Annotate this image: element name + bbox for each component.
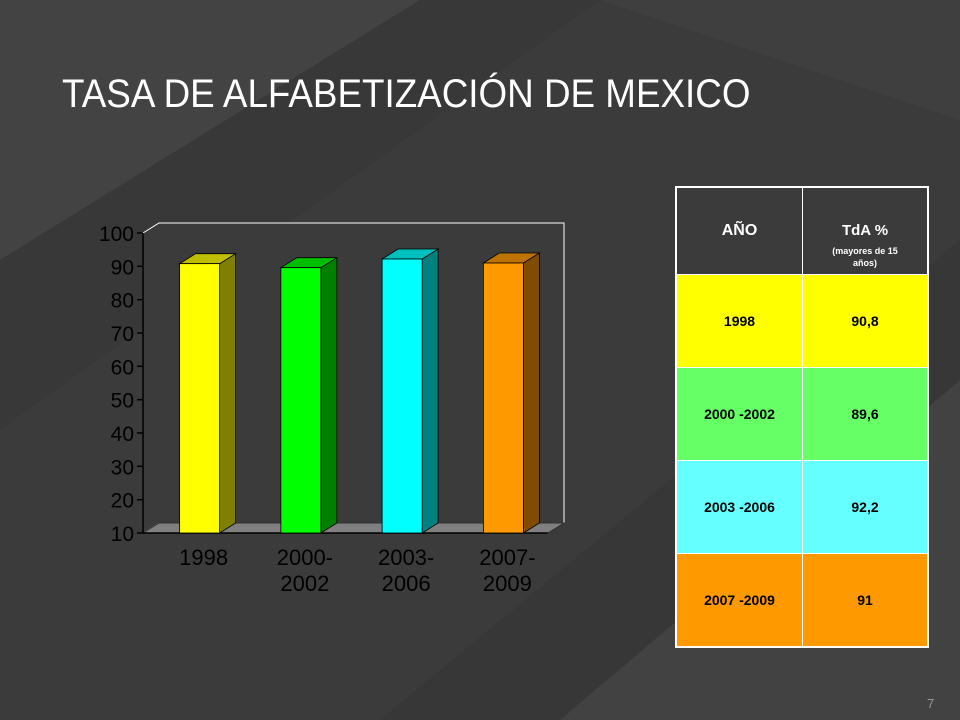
table-header-row: AÑO TdA % (mayores de 15 años) [675,186,929,275]
literacy-table: AÑO TdA % (mayores de 15 años) 1998 90,8… [675,186,929,648]
table-row: 2003 -2006 92,2 [675,460,929,554]
bar [280,267,322,534]
header-rate-subtitle: (mayores de 15 años) [832,246,898,268]
bar-side [522,252,540,534]
y-tick-label: 10 [111,523,134,546]
row-rate: 89,6 [802,367,929,461]
row-rate: 92,2 [802,460,929,554]
header-rate: TdA % [841,222,889,239]
row-rate: 90,8 [802,274,929,368]
y-tick-label: 50 [111,390,134,413]
bar-side [320,256,338,534]
bar-side [219,252,237,534]
x-tick-label: 2007-2009 [479,545,535,596]
table-row: 1998 90,8 [675,274,929,368]
y-tick-label: 40 [111,423,134,446]
x-tick-label: 2000-2002 [277,545,333,596]
x-tick-label: 2003-2006 [378,545,434,596]
bar [381,258,423,534]
y-tick-label: 70 [111,323,134,346]
table-row: 2007 -2009 91 [675,553,929,648]
row-rate: 91 [802,553,929,648]
row-year: 2007 -2009 [675,553,803,648]
header-rate-cell: TdA % (mayores de 15 años) [802,186,929,275]
row-year: 2003 -2006 [675,460,803,554]
y-tick-label: 60 [111,356,134,379]
y-tick-label: 30 [111,456,134,479]
y-tick-label: 20 [111,490,134,513]
row-year: 2000 -2002 [675,367,803,461]
header-year-cell: AÑO [675,186,803,275]
bar [482,262,524,534]
y-tick-label: 90 [111,256,134,279]
x-tick-label: 1998 [179,545,228,570]
table-row: 2000 -2002 89,6 [675,367,929,461]
header-year: AÑO [721,222,758,239]
page-number: 7 [927,696,935,711]
bar-side [421,248,439,534]
chart-plot-area: 10 20 30 40 50 60 70 80 90 100 1998 2000-2002 2003-2… [99,222,566,596]
row-year: 1998 [675,274,803,368]
y-tick-label: 80 [111,290,134,313]
slide-title: TASA DE ALFABETIZACIÓN DE MEXICO [62,72,751,116]
y-tick-label: 100 [99,223,134,246]
bar [179,263,221,534]
